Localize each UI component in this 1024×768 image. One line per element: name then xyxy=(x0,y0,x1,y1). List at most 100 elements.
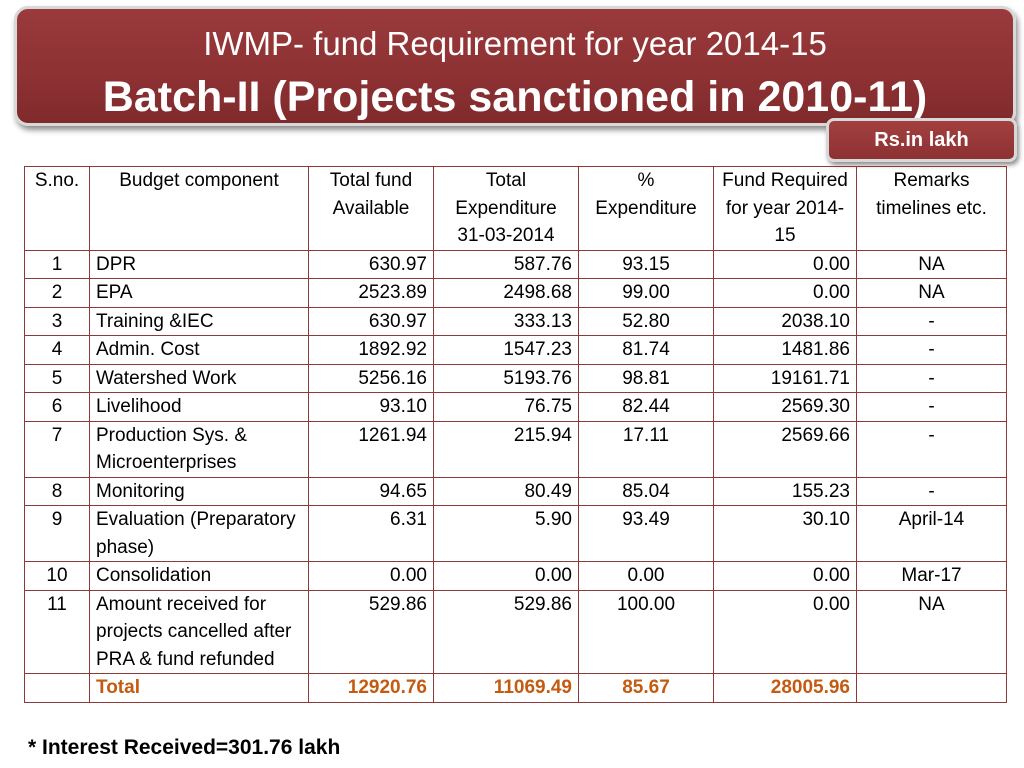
cell-fund-required: 0.00 xyxy=(713,561,857,591)
cell-component: Consolidation xyxy=(89,561,309,591)
cell-total-expenditure: 333.13 xyxy=(433,306,579,336)
cell-percent-expenditure: 93.15 xyxy=(578,249,714,279)
total-sno xyxy=(24,673,90,703)
cell-percent-expenditure: 0.00 xyxy=(578,561,714,591)
cell-fund-required: 2038.10 xyxy=(713,306,857,336)
table-row: 2 EPA 2523.89 2498.68 99.00 0.00 NA xyxy=(24,278,1007,308)
cell-component: EPA xyxy=(89,278,309,308)
cell-remarks: Mar-17 xyxy=(856,561,1007,591)
cell-fund-required: 19161.71 xyxy=(713,363,857,393)
cell-total-fund: 94.65 xyxy=(308,476,434,506)
cell-total-expenditure: 529.86 xyxy=(433,589,579,674)
header-sno: S.no. xyxy=(24,166,90,251)
table-row: 5 Watershed Work 5256.16 5193.76 98.81 19161.… xyxy=(24,363,1007,393)
cell-total-fund: 5256.16 xyxy=(308,363,434,393)
cell-component: Evaluation (Preparatory phase) xyxy=(89,505,309,562)
table-row: 11 Amount received for projects cancelled… xyxy=(24,589,1007,674)
fund-table: S.no. Budget component Total fund Availa… xyxy=(24,166,1007,703)
cell-sno: 6 xyxy=(24,392,90,422)
cell-total-fund: 630.97 xyxy=(308,249,434,279)
cell-remarks: - xyxy=(856,476,1007,506)
cell-total-fund: 6.31 xyxy=(308,505,434,562)
cell-percent-expenditure: 93.49 xyxy=(578,505,714,562)
table-row: 8 Monitoring 94.65 80.49 85.04 155.23- xyxy=(24,476,1007,506)
cell-sno: 10 xyxy=(24,561,90,591)
cell-total-fund: 1261.94 xyxy=(308,420,434,478)
cell-sno: 8 xyxy=(24,476,90,506)
cell-fund-required: 1481.86 xyxy=(713,335,857,365)
total-fund-required: 28005.96 xyxy=(713,673,857,703)
header-total-fund: Total fund Available xyxy=(308,166,434,251)
cell-total-fund: 0.00 xyxy=(308,561,434,591)
table-row: 3 Training &IEC 630.97 333.13 52.80 2038.10- xyxy=(24,306,1007,336)
cell-fund-required: 155.23 xyxy=(713,476,857,506)
cell-component: DPR xyxy=(89,249,309,279)
cell-total-fund: 93.10 xyxy=(308,392,434,422)
cell-total-expenditure: 1547.23 xyxy=(433,335,579,365)
cell-total-fund: 2523.89 xyxy=(308,278,434,308)
cell-sno: 1 xyxy=(24,249,90,279)
cell-total-expenditure: 76.75 xyxy=(433,392,579,422)
cell-sno: 9 xyxy=(24,505,90,562)
cell-component: Production Sys. & Microenterprises xyxy=(89,420,309,478)
cell-total-expenditure: 587.76 xyxy=(433,249,579,279)
cell-total-expenditure: 5193.76 xyxy=(433,363,579,393)
header-budget-component: Budget component xyxy=(89,166,309,251)
cell-total-fund: 1892.92 xyxy=(308,335,434,365)
cell-percent-expenditure: 100.00 xyxy=(578,589,714,674)
cell-total-fund: 630.97 xyxy=(308,306,434,336)
cell-total-fund: 529.86 xyxy=(308,589,434,674)
cell-percent-expenditure: 52.80 xyxy=(578,306,714,336)
header-remarks: Remarks timelines etc. xyxy=(856,166,1007,251)
cell-fund-required: 30.10 xyxy=(713,505,857,562)
cell-percent-expenditure: 81.74 xyxy=(578,335,714,365)
cell-remarks: April-14 xyxy=(856,505,1007,562)
unit-label: Rs.in lakh xyxy=(826,118,1017,162)
cell-percent-expenditure: 98.81 xyxy=(578,363,714,393)
table-row: 6 Livelihood 93.10 76.75 82.44 2569.30- xyxy=(24,392,1007,422)
cell-fund-required: 2569.66 xyxy=(713,420,857,478)
cell-remarks: NA xyxy=(856,278,1007,308)
total-total-fund: 12920.76 xyxy=(308,673,434,703)
header-percent-expenditure: % Expenditure xyxy=(578,166,714,251)
cell-component: Training &IEC xyxy=(89,306,309,336)
table-row: 4 Admin. Cost 1892.92 1547.23 81.74 1481.86- xyxy=(24,335,1007,365)
cell-component: Monitoring xyxy=(89,476,309,506)
cell-component: Watershed Work xyxy=(89,363,309,393)
cell-sno: 11 xyxy=(24,589,90,674)
cell-remarks: - xyxy=(856,392,1007,422)
cell-percent-expenditure: 85.04 xyxy=(578,476,714,506)
total-component: Total xyxy=(89,673,309,703)
title-banner: IWMP- fund Requirement for year 2014-15 … xyxy=(14,6,1016,126)
table-header-row: S.no. Budget component Total fund Availa… xyxy=(24,166,1007,251)
cell-total-expenditure: 2498.68 xyxy=(433,278,579,308)
header-total-expenditure: Total Expenditure 31-03-2014 xyxy=(433,166,579,251)
cell-total-expenditure: 0.00 xyxy=(433,561,579,591)
cell-fund-required: 0.00 xyxy=(713,249,857,279)
cell-fund-required: 0.00 xyxy=(713,589,857,674)
total-remarks xyxy=(856,673,1007,703)
header-fund-required: Fund Required for year 2014-15 xyxy=(713,166,857,251)
total-percent-expenditure: 85.67 xyxy=(578,673,714,703)
cell-component: Livelihood xyxy=(89,392,309,422)
cell-total-expenditure: 80.49 xyxy=(433,476,579,506)
cell-sno: 3 xyxy=(24,306,90,336)
cell-fund-required: 2569.30 xyxy=(713,392,857,422)
table-row: 1 DPR 630.97 587.76 93.15 0.00 NA xyxy=(24,249,1007,279)
cell-fund-required: 0.00 xyxy=(713,278,857,308)
cell-total-expenditure: 5.90 xyxy=(433,505,579,562)
cell-remarks: NA xyxy=(856,249,1007,279)
cell-percent-expenditure: 99.00 xyxy=(578,278,714,308)
cell-sno: 2 xyxy=(24,278,90,308)
total-row: Total 12920.76 11069.49 85.67 28005.96 xyxy=(24,673,1007,703)
cell-percent-expenditure: 82.44 xyxy=(578,392,714,422)
cell-remarks: - xyxy=(856,420,1007,478)
cell-component: Admin. Cost xyxy=(89,335,309,365)
cell-percent-expenditure: 17.11 xyxy=(578,420,714,478)
cell-remarks: - xyxy=(856,306,1007,336)
table-row: 10 Consolidation 0.00 0.00 0.00 0.00 Mar-17 xyxy=(24,561,1007,591)
total-total-expenditure: 11069.49 xyxy=(433,673,579,703)
cell-total-expenditure: 215.94 xyxy=(433,420,579,478)
cell-sno: 5 xyxy=(24,363,90,393)
cell-remarks: - xyxy=(856,363,1007,393)
